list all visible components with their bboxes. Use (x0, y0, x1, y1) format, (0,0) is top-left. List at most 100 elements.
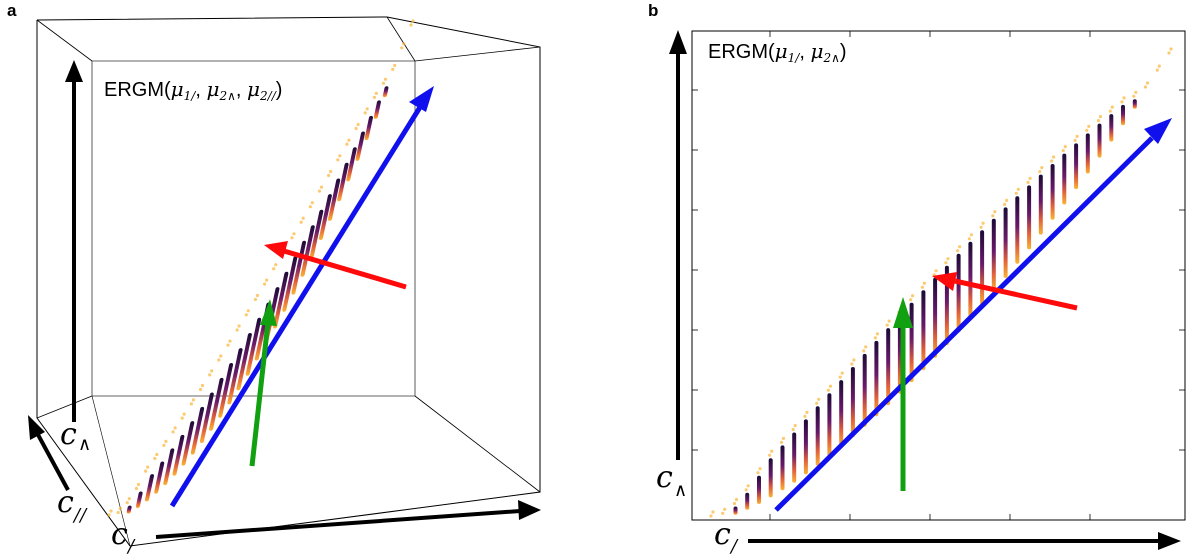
data-strip (1038, 174, 1043, 235)
data-point (1167, 51, 1171, 55)
data-strip (792, 432, 797, 483)
data-point (226, 343, 230, 347)
data-point (146, 465, 150, 469)
data-point (723, 507, 727, 511)
data-point (391, 67, 395, 71)
data-strip (968, 241, 973, 320)
data-point (345, 142, 349, 146)
data-point (979, 225, 983, 229)
data-point (272, 267, 276, 271)
data-point (319, 185, 324, 189)
data-point (356, 122, 360, 127)
data-strip (1003, 207, 1008, 278)
data-strip (768, 458, 773, 498)
data-point (991, 214, 995, 218)
data-point (944, 261, 948, 265)
data-strip (827, 393, 832, 457)
data-point (1050, 159, 1054, 163)
data-strip (1109, 114, 1114, 142)
data-strip (1121, 104, 1125, 126)
data-point (875, 332, 880, 336)
data-point (709, 514, 713, 518)
data-point (969, 233, 974, 237)
data-point (873, 336, 878, 340)
panel-b-letter: b (648, 1, 658, 20)
data-point (393, 63, 397, 67)
data-strip (282, 256, 298, 312)
data-point (922, 281, 927, 285)
data-point (317, 189, 322, 193)
data-point (310, 201, 314, 205)
data-strip (980, 230, 985, 306)
data-point (946, 257, 950, 261)
panel-b-blue-arrow (774, 118, 1172, 512)
data-point (864, 345, 868, 349)
data-strip (757, 475, 761, 504)
data-point (164, 439, 168, 443)
data-point (793, 423, 797, 428)
data-point (171, 430, 175, 434)
data-point (411, 19, 415, 23)
data-point (1108, 109, 1112, 113)
data-strip (886, 328, 891, 406)
data-point (746, 484, 750, 488)
data-point (263, 282, 267, 286)
data-point (1087, 124, 1091, 128)
data-point (805, 410, 809, 414)
data-strip (199, 392, 214, 443)
panel-a-axis-depth-label: c // (57, 485, 88, 526)
data-point (1143, 85, 1148, 89)
data-strip (1085, 133, 1090, 174)
data-point (107, 513, 111, 517)
data-point (308, 205, 312, 209)
data-strip (218, 363, 234, 418)
data-point (850, 362, 854, 366)
data-strip (245, 317, 262, 376)
data-point (885, 323, 889, 327)
data-strip (236, 333, 252, 391)
data-point (1085, 128, 1089, 132)
data-point (127, 497, 131, 501)
data-point (246, 309, 250, 313)
data-strip (190, 406, 205, 455)
data-point (290, 236, 294, 240)
data-point (125, 501, 129, 505)
data-strip (733, 506, 738, 515)
svg-text:/: / (126, 536, 136, 556)
data-strip (850, 367, 855, 438)
data-strip (373, 100, 381, 119)
data-point (1038, 170, 1042, 174)
panel-a-letter: a (7, 1, 17, 20)
panel-a-red-arrow (264, 241, 407, 290)
data-strip (1015, 196, 1020, 264)
data-point (1132, 94, 1136, 98)
data-strip (862, 353, 867, 427)
data-point (1028, 176, 1032, 180)
data-point (1096, 119, 1101, 123)
data-point (400, 46, 404, 50)
data-strip (309, 209, 324, 259)
data-point (967, 237, 972, 241)
data-point (116, 510, 120, 515)
data-point (791, 427, 795, 432)
data-point (182, 412, 186, 416)
data-point (253, 297, 257, 302)
data-point (817, 397, 821, 401)
data-point (153, 456, 157, 461)
data-point (1003, 202, 1007, 206)
data-point (208, 373, 212, 377)
data-point (756, 471, 760, 475)
data-point (1075, 134, 1079, 138)
data-point (338, 154, 342, 158)
data-point (1063, 145, 1067, 149)
data-point (244, 313, 248, 317)
panel-a-axis-depth (28, 415, 70, 491)
panel-b-ticks (692, 31, 1185, 520)
data-point (1145, 81, 1150, 85)
data-strip (933, 277, 938, 358)
data-point (409, 23, 413, 27)
data-point (1073, 138, 1077, 142)
data-point (191, 398, 195, 402)
data-point (354, 126, 358, 131)
